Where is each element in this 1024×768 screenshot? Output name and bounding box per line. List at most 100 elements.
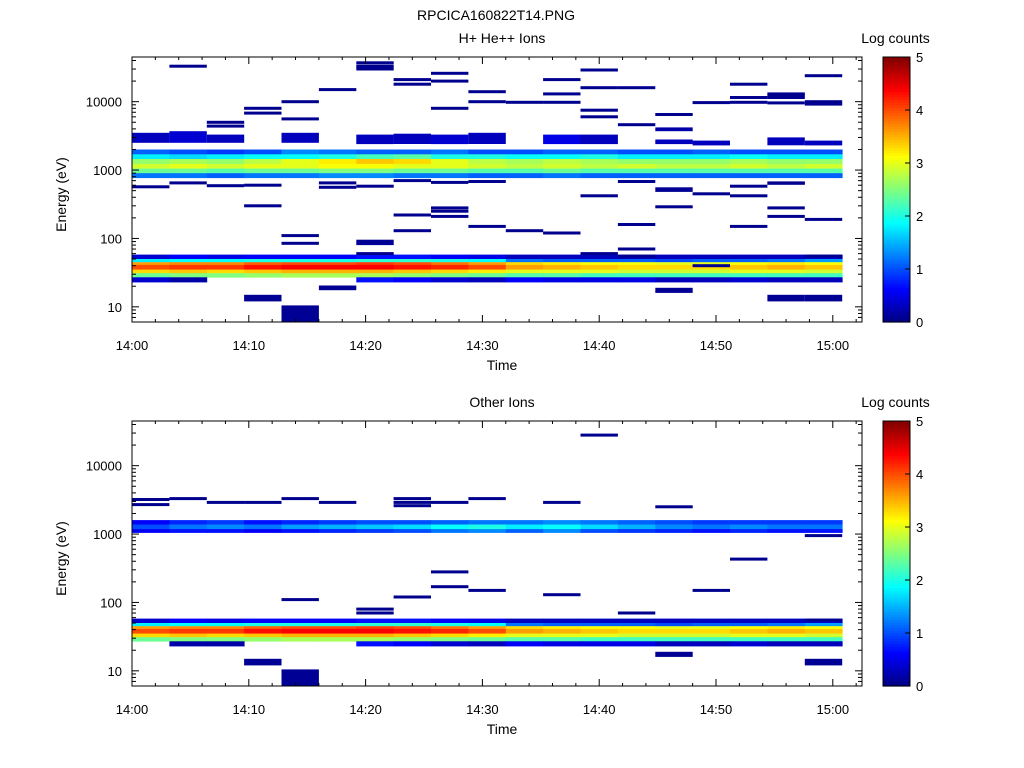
heatmap-cell [767,154,806,160]
count-line [730,82,768,86]
heatmap-block [206,134,245,143]
heatmap-cell [281,269,320,274]
heatmap-cell [505,273,544,278]
heatmap-cell [431,623,469,627]
heatmap-cell [318,159,357,165]
heatmap-cell [132,273,170,278]
count-line [617,180,656,183]
heatmap-cell [244,259,282,263]
panel-title: Other Ions [469,394,534,410]
colorbar-segment [883,683,910,687]
heatmap-cell [431,529,469,533]
heatmap-cell [244,159,282,165]
heatmap-cell [804,273,843,278]
heatmap-block [281,305,319,322]
count-line [244,204,282,208]
count-line [730,184,768,188]
heatmap-cell [505,626,544,630]
heatmap-cell [431,633,469,638]
colorbar-segment [883,609,910,613]
colorbar-segment [883,88,910,93]
colorbar-segment [883,476,910,480]
heatmap-cell [543,626,581,630]
heatmap-cell [393,173,432,179]
count-line [804,217,843,221]
heatmap-cell [655,264,694,270]
colorbar-segment [883,282,910,286]
count-line [206,120,245,124]
count-line [132,498,170,501]
y-tick-label: 100 [100,595,122,610]
colorbar-segment [883,117,910,122]
heatmap-cell [468,163,507,169]
heatmap-cell [281,173,320,179]
heatmap-cell [543,259,581,263]
colorbar-segment [883,648,910,653]
count-line [692,588,730,592]
heatmap-cell [767,273,806,278]
heatmap-cell [431,264,469,270]
colorbar-segment [883,500,910,504]
heatmap-cell [468,259,507,263]
heatmap-cell [393,641,432,647]
colorbar-segment [883,197,910,201]
heatmap-cell [580,633,619,638]
count-line [617,254,656,258]
colorbar-segment [883,210,910,214]
colorbar-segment [883,508,910,512]
heatmap-cell [468,637,507,642]
heatmap-cell [804,277,843,283]
colorbar-segment [883,306,910,310]
count-line [730,224,768,228]
heatmap-cell [767,254,806,260]
count-line [431,206,469,210]
x-tick-label: 14:30 [466,338,499,353]
heatmap-cell [692,273,731,278]
heatmap-cell [318,626,357,630]
heatmap-cell [655,520,694,525]
heatmap-cell [356,173,395,179]
heatmap-cell [617,163,656,169]
colorbar-segment [883,426,910,430]
colorbar-segment [883,168,910,172]
heatmap-cell [543,269,581,274]
colorbar-segment [883,78,910,82]
heatmap-cell [431,273,469,278]
colorbar-segment [883,261,910,265]
heatmap-cell [617,641,656,647]
heatmap-cell [393,264,432,270]
count-line [655,505,693,509]
heatmap-cell [580,524,619,530]
heatmap-cell [505,168,544,174]
count-line [804,102,843,106]
heatmap-cell [281,524,320,530]
count-line [169,497,207,501]
heatmap-cell [244,623,282,627]
heatmap-cell [393,149,432,155]
heatmap-cell [804,173,843,179]
count-line [617,611,656,615]
colorbar-segment [883,170,910,175]
heatmap-cell [767,264,806,270]
heatmap-cell [281,273,320,278]
count-line [244,500,282,504]
colorbar-segment [883,136,910,140]
heatmap-block [543,134,581,145]
count-line [617,223,656,226]
colorbar-segment [883,102,910,106]
count-line [804,534,843,538]
heatmap-block [580,134,618,145]
heatmap-block [692,140,730,146]
colorbar-segment [883,444,910,449]
count-line [244,106,282,110]
heatmap-cell [244,262,282,266]
heatmap-cell [431,628,469,634]
heatmap-block [356,239,394,246]
heatmap-cell [617,154,656,160]
heatmap-cell [617,633,656,638]
colorbar-segment [883,274,910,278]
colorbar-segment [883,245,910,249]
heatmap-cell [730,254,768,260]
heatmap-cell [468,154,507,160]
